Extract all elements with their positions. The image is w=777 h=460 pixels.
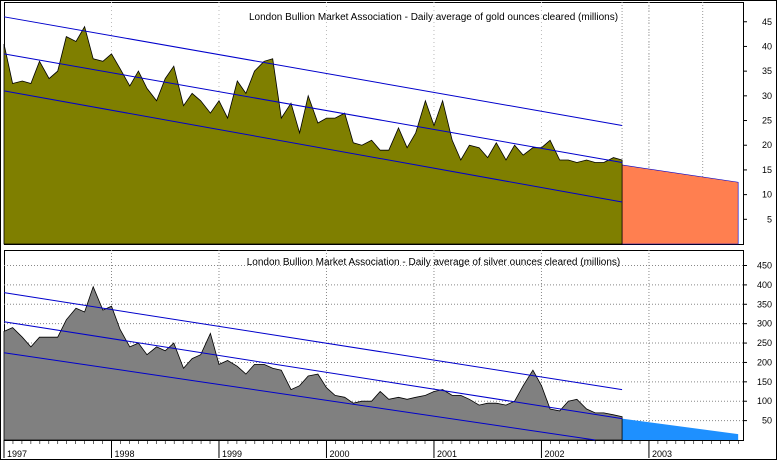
- y-tick-label: 100: [757, 396, 772, 406]
- y-tick-label: 15: [762, 165, 772, 175]
- y-tick-label: 25: [762, 116, 772, 126]
- chart-panel-2: London Bullion Market Association - Dail…: [3, 250, 772, 459]
- y-tick-label: 5: [767, 214, 772, 224]
- forecast-area: [621, 164, 739, 245]
- y-tick-label: 300: [757, 319, 772, 329]
- x-tick-label: 1999: [222, 449, 242, 459]
- y-tick-label: 10: [762, 190, 772, 200]
- chart-title: London Bullion Market Association - Dail…: [247, 257, 621, 268]
- x-tick-label: 2001: [437, 449, 457, 459]
- forecast-area: [622, 418, 739, 440]
- series-area: [3, 285, 623, 441]
- trend-line-2: [3, 321, 623, 420]
- trend-line-1: [3, 292, 623, 391]
- trend-line-3: [3, 352, 596, 441]
- series-area: [3, 25, 623, 245]
- trend-line-3: [3, 90, 623, 203]
- y-tick-label: 350: [757, 299, 772, 309]
- y-tick-label: 40: [762, 41, 772, 51]
- x-tick-label: 2002: [544, 449, 564, 459]
- chart-title: London Bullion Market Association - Dail…: [249, 12, 618, 23]
- y-tick-label: 35: [762, 66, 772, 76]
- x-tick-label: 1997: [7, 449, 27, 459]
- y-tick-label: 50: [762, 416, 772, 426]
- x-tick-label: 2000: [329, 449, 349, 459]
- y-tick-label: 400: [757, 280, 772, 290]
- y-tick-label: 200: [757, 357, 772, 367]
- trend-line-1: [3, 16, 623, 126]
- x-tick-label: 2003: [652, 449, 672, 459]
- y-tick-label: 450: [757, 261, 772, 271]
- y-tick-label: 30: [762, 91, 772, 101]
- y-tick-label: 150: [757, 377, 772, 387]
- x-tick-label: 1998: [114, 449, 134, 459]
- y-tick-label: 20: [762, 140, 772, 150]
- chart-panel-1: London Bullion Market Association - Dail…: [3, 2, 772, 245]
- y-tick-label: 250: [757, 338, 772, 348]
- trend-line-2: [3, 53, 623, 164]
- y-tick-label: 45: [762, 17, 772, 27]
